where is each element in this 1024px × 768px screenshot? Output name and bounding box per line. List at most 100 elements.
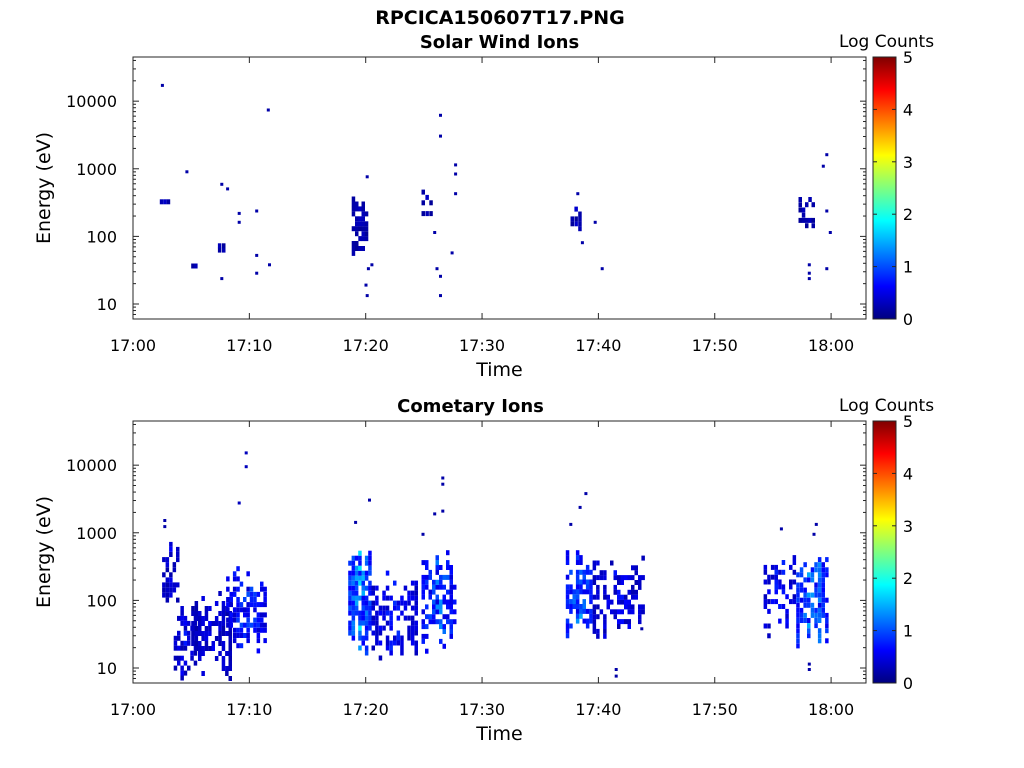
heatmap-cell <box>263 586 267 592</box>
heatmap-cell <box>569 604 573 609</box>
heatmap-cell <box>817 602 822 608</box>
heatmap-cell <box>410 590 415 596</box>
heatmap-cell <box>421 619 425 625</box>
heatmap-cell <box>798 217 802 223</box>
heatmap-cell <box>620 619 624 625</box>
heatmap-cell <box>370 263 374 267</box>
heatmap-cell <box>414 625 418 631</box>
heatmap-cell <box>263 591 267 597</box>
heatmap-cell <box>364 211 369 217</box>
heatmap-cell <box>575 594 580 600</box>
heatmap-cell <box>442 624 446 630</box>
colorbar-tick-label: 1 <box>903 622 913 641</box>
heatmap-cell <box>435 584 439 590</box>
heatmap-cell <box>194 631 199 636</box>
heatmap-cell <box>187 635 191 641</box>
heatmap-cell <box>361 236 365 242</box>
heatmap-cell <box>236 643 240 649</box>
heatmap-cell <box>624 619 628 625</box>
heatmap-cell <box>194 611 199 616</box>
heatmap-cell <box>799 572 804 578</box>
heatmap-cell <box>807 623 811 629</box>
heatmap-cell <box>246 612 250 618</box>
heatmap-cell <box>575 555 580 561</box>
heatmap-cell <box>613 584 617 590</box>
heatmap-cell <box>348 575 352 581</box>
x-tick-label: 17:50 <box>692 700 738 719</box>
heatmap-cell <box>575 584 580 590</box>
heatmap-cell <box>229 617 233 623</box>
heatmap-cell <box>361 640 365 646</box>
heatmap-cell <box>183 630 188 636</box>
heatmap-cell <box>565 633 570 639</box>
x-axis: 17:00 17:10 17:20 17:30 17:40 17:50 18:00 Time <box>110 57 854 381</box>
heatmap-cell <box>185 170 189 174</box>
heatmap-cell <box>433 512 437 516</box>
x-axis: 17:00 17:10 17:20 17:30 17:40 17:50 18:00 Time <box>110 421 854 745</box>
heatmap-cell <box>191 626 195 631</box>
heatmap-cell <box>180 606 184 611</box>
heatmap-cell <box>792 569 797 575</box>
heatmap-cell <box>789 579 793 585</box>
heatmap-cell <box>589 579 593 585</box>
heatmap-cell <box>435 267 439 271</box>
heatmap-cell <box>767 589 771 595</box>
heatmap-cell <box>351 570 356 576</box>
y-tick-label: 10000 <box>66 456 117 475</box>
heatmap-cell <box>351 565 356 571</box>
y-tick-label: 10 <box>97 659 117 678</box>
heatmap-cell <box>799 618 804 623</box>
heatmap-cell <box>393 600 397 606</box>
heatmap-cell <box>364 630 369 636</box>
heatmap-cell <box>821 597 825 603</box>
heatmap-cell <box>255 209 259 213</box>
heatmap-cell <box>246 571 250 577</box>
heatmap-cell <box>221 666 226 671</box>
heatmap-cell <box>421 574 425 580</box>
heatmap-cell <box>385 585 390 591</box>
heatmap-cell <box>638 584 642 590</box>
heatmap-cell <box>620 594 624 600</box>
heatmap-cell <box>226 576 230 582</box>
panel-solar-wind-ions: 17:00 17:10 17:20 17:30 17:40 17:50 18:00Time1… <box>33 32 934 381</box>
heatmap-cell <box>617 589 621 595</box>
heatmap-cell <box>232 576 237 582</box>
heatmap-cell <box>236 617 240 623</box>
heatmap-cell <box>194 263 198 269</box>
heatmap-cell <box>375 585 379 591</box>
heatmap-cell <box>194 606 199 611</box>
x-tick-label: 17:50 <box>692 336 738 355</box>
heatmap-cell <box>589 599 593 605</box>
heatmap-cell <box>767 599 771 605</box>
heatmap-cell <box>236 586 240 592</box>
heatmap-cell <box>198 611 202 616</box>
heatmap-cell <box>441 509 445 513</box>
heatmap-cell <box>410 595 415 601</box>
heatmap-cell <box>246 633 250 638</box>
heatmap-cell <box>229 602 233 608</box>
heatmap-cell <box>169 582 173 588</box>
heatmap-cell <box>796 638 800 644</box>
heatmap-cell <box>358 565 362 571</box>
colorbar-tick-label: 2 <box>903 569 913 588</box>
heatmap-cell <box>796 643 800 649</box>
heatmap-cell <box>361 635 365 641</box>
heatmap-cell <box>414 650 418 656</box>
heatmap-cell <box>565 574 570 580</box>
heatmap-cell <box>617 609 621 615</box>
heatmap-cell <box>803 602 807 608</box>
heatmap-cell <box>435 565 439 570</box>
heatmap-cell <box>385 595 390 601</box>
y-tick-label: 1000 <box>76 160 117 179</box>
heatmap-cell <box>361 246 365 251</box>
heatmap-cell <box>592 575 597 581</box>
heatmap-cell <box>165 567 170 573</box>
heatmap-cell <box>198 656 202 661</box>
heatmap-cell <box>613 570 617 576</box>
heatmap-cell <box>807 602 811 608</box>
heatmap-cell <box>814 623 818 629</box>
heatmap-cell <box>358 615 362 621</box>
heatmap-cell <box>585 569 590 575</box>
heatmap-cell <box>371 620 375 626</box>
heatmap-cell <box>173 640 178 646</box>
